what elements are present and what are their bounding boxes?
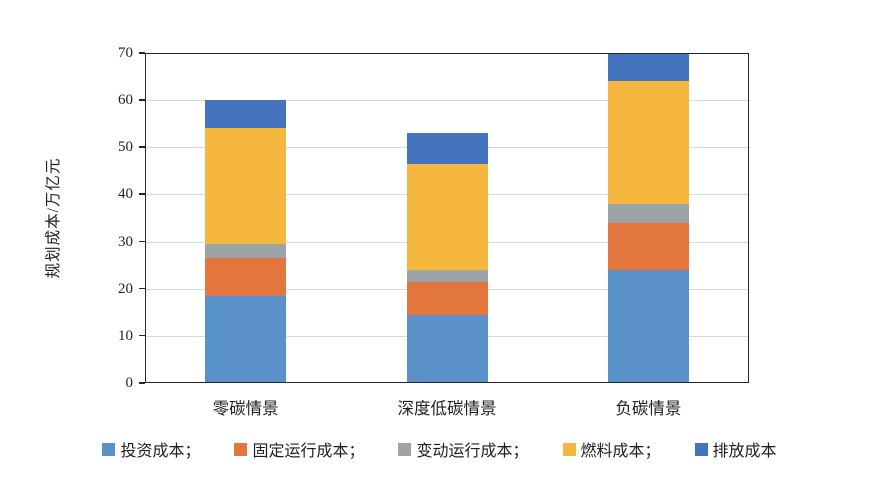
legend-label-燃料成本: 燃料成本； [580,443,661,460]
y-axis-tick-label-0: 0 [125,375,134,391]
y-axis-tick-30 [139,240,145,243]
legend-item-变动运行成本: 变动运行成本； [398,437,529,461]
bar-segment-零碳情景-燃料成本 [205,128,287,244]
y-axis-tick-70 [139,52,145,54]
bar-segment-负碳情景-燃料成本 [607,81,689,204]
legend-swatch-排放成本 [694,442,708,456]
y-axis-tick-label-50: 50 [118,139,133,156]
bar-segment-深度低碳情景-排放成本 [406,133,488,164]
bar-segment-负碳情景-投资成本 [607,269,689,383]
y-axis-tick-40 [139,193,145,196]
y-axis-tick-0 [139,382,145,384]
legend-item-燃料成本: 燃料成本； [562,437,661,461]
y-axis-tick-20 [139,287,145,290]
legend-swatch-投资成本 [102,442,116,456]
plot-area [145,53,749,383]
bar-segment-零碳情景-排放成本 [205,100,287,129]
legend-item-固定运行成本: 固定运行成本； [234,437,364,461]
gridline-60 [145,100,749,102]
y-axis-tick-label-30: 30 [118,233,133,250]
y-axis-tick-10 [139,334,145,337]
y-axis-tick-label-60: 60 [118,92,133,109]
x-axis-label-负碳情景: 负碳情景 [615,399,682,418]
bar-segment-深度低碳情景-固定运行成本 [406,281,488,315]
legend-label-投资成本: 投资成本； [120,443,201,460]
legend-label-排放成本: 排放成本 [712,443,777,460]
legend-swatch-固定运行成本 [234,442,248,456]
bar-segment-负碳情景-排放成本 [607,53,689,82]
y-axis-tick-label-40: 40 [118,186,133,203]
legend-label-变动运行成本: 变动运行成本； [416,443,529,460]
legend-item-投资成本: 投资成本； [102,437,200,461]
y-axis-tick-label-70: 70 [118,45,133,61]
y-axis-tick-60 [139,99,145,101]
y-axis-tick-50 [139,146,145,148]
bar-segment-零碳情景-投资成本 [205,295,287,383]
x-axis-label-深度低碳情景: 深度低碳情景 [397,399,497,418]
x-axis-label-零碳情景: 零碳情景 [212,399,279,418]
bar-segment-深度低碳情景-变动运行成本 [406,269,488,282]
y-axis-title: 规划成本/万亿元 [45,157,62,279]
bar-segment-深度低碳情景-燃料成本 [406,163,488,270]
bar-segment-深度低碳情景-投资成本 [406,314,488,383]
bar-负碳情景 [607,53,689,383]
y-axis-tick-label-20: 20 [118,280,133,297]
bar-segment-零碳情景-固定运行成本 [205,258,287,296]
bar-零碳情景 [205,53,287,383]
legend-item-排放成本: 排放成本 [694,437,777,461]
bar-segment-负碳情景-变动运行成本 [607,203,689,223]
legend-swatch-变动运行成本 [398,442,412,456]
bar-segment-负碳情景-固定运行成本 [607,222,689,270]
legend-label-固定运行成本: 固定运行成本； [252,443,365,460]
y-axis-tick-label-10: 10 [118,327,133,344]
legend-swatch-燃料成本 [562,442,576,456]
chart-legend: 投资成本； 固定运行成本； 变动运行成本； 燃料成本； 排放成本 [0,437,879,461]
bar-深度低碳情景 [406,53,488,383]
bar-segment-零碳情景-变动运行成本 [205,243,287,259]
